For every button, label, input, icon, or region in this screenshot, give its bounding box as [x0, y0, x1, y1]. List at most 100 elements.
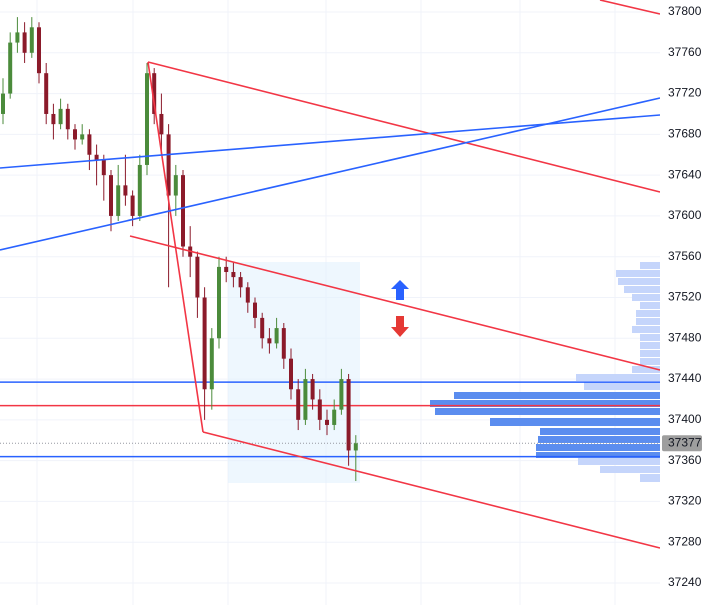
profile-row: [640, 350, 660, 357]
volume-profile: [430, 262, 660, 482]
trend-line: [147, 61, 661, 193]
levels: [0, 381, 660, 458]
profile-row: [435, 408, 660, 415]
candle-body: [94, 154, 99, 160]
candle-body: [44, 73, 49, 114]
candle-body: [353, 443, 358, 451]
candle-body: [260, 317, 265, 339]
profile-row: [640, 262, 660, 269]
candle-body: [87, 134, 92, 155]
y-tick-label: 37760: [668, 45, 702, 59]
y-tick-label: 37240: [668, 575, 702, 589]
profile-row: [640, 302, 660, 309]
trend-line: [202, 431, 661, 549]
candle-body: [274, 328, 279, 344]
candle-body: [202, 297, 207, 390]
y-tick-label: 37680: [668, 127, 702, 141]
profile-row: [640, 474, 660, 482]
candle-body: [231, 272, 236, 278]
profile-row: [632, 326, 660, 333]
candle-body: [267, 338, 272, 344]
profile-row: [454, 392, 660, 399]
candle-body: [181, 175, 185, 247]
y-tick-label: 37640: [668, 167, 702, 181]
candle-body: [101, 159, 106, 176]
candle-body: [303, 379, 308, 420]
y-tick-label: 37800: [668, 4, 702, 18]
buy-arrow[interactable]: [391, 280, 409, 300]
candle-body: [123, 185, 128, 196]
candle-body: [332, 409, 337, 425]
profile-row: [640, 334, 660, 341]
candle-body: [325, 419, 329, 425]
candle-body: [253, 302, 257, 318]
candle-body: [8, 42, 13, 94]
range-highlight: [228, 262, 360, 483]
candle-body: [166, 134, 171, 196]
candle-body: [1, 93, 5, 114]
candle-body: [317, 399, 322, 420]
candle-body: [238, 277, 243, 288]
profile-row: [540, 428, 660, 435]
profile-row: [636, 318, 660, 325]
y-tick-label: 37400: [668, 412, 702, 426]
candle-body: [173, 175, 178, 196]
candle-body: [245, 287, 250, 303]
y-tick-label: 37320: [668, 494, 702, 508]
profile-row: [578, 458, 660, 465]
profile-row: [632, 366, 660, 373]
profile-row: [640, 342, 660, 349]
profile-row: [584, 382, 660, 390]
candle-body: [296, 389, 301, 420]
candle-body: [159, 113, 164, 135]
candle-body: [116, 185, 121, 216]
profile-row: [490, 418, 660, 426]
profile-row: [616, 270, 660, 277]
price-axis-labels: 37240 37280 37320 37360 37400 37440 37480 37520…: [662, 4, 702, 589]
profile-row: [538, 436, 660, 443]
y-tick-label: 37360: [668, 453, 702, 467]
candle-body: [109, 175, 113, 216]
profile-row: [536, 444, 660, 451]
trend-line: [599, 0, 661, 15]
candle-body: [289, 358, 293, 390]
candle-body: [152, 73, 157, 114]
profile-row: [536, 452, 660, 458]
trend-line: [0, 97, 661, 251]
profile-row: [632, 294, 660, 301]
candle-body: [217, 266, 221, 339]
candle-body: [73, 129, 77, 140]
profile-row: [636, 310, 660, 317]
candle-body: [80, 134, 85, 140]
candle-body: [195, 256, 200, 298]
profile-row: [640, 358, 660, 365]
y-tick-label: 37520: [668, 290, 702, 304]
candle-body: [346, 379, 351, 451]
candle-body: [37, 27, 41, 74]
y-tick-label: 37600: [668, 208, 702, 222]
candle-body: [310, 379, 315, 400]
last-price-label: 37377: [668, 435, 702, 449]
y-tick-label: 37480: [668, 330, 702, 344]
candle-body: [137, 164, 142, 216]
profile-row: [430, 400, 660, 407]
candle-body: [51, 113, 56, 125]
y-tick-label: 37560: [668, 249, 702, 263]
y-tick-label: 37720: [668, 86, 702, 100]
trend-line: [129, 235, 661, 371]
candle-body: [15, 32, 20, 43]
profile-row: [618, 278, 660, 285]
sell-arrow[interactable]: [391, 316, 409, 337]
candle-body: [65, 108, 70, 130]
trend-lines: [0, 0, 661, 549]
candle-body: [281, 328, 286, 359]
trend-line: [0, 114, 661, 169]
candle-body: [145, 73, 149, 165]
y-tick-label: 37440: [668, 371, 702, 385]
candle-body: [130, 195, 135, 216]
candle-body: [29, 27, 34, 53]
candles: [1, 17, 358, 482]
profile-row: [624, 286, 660, 293]
